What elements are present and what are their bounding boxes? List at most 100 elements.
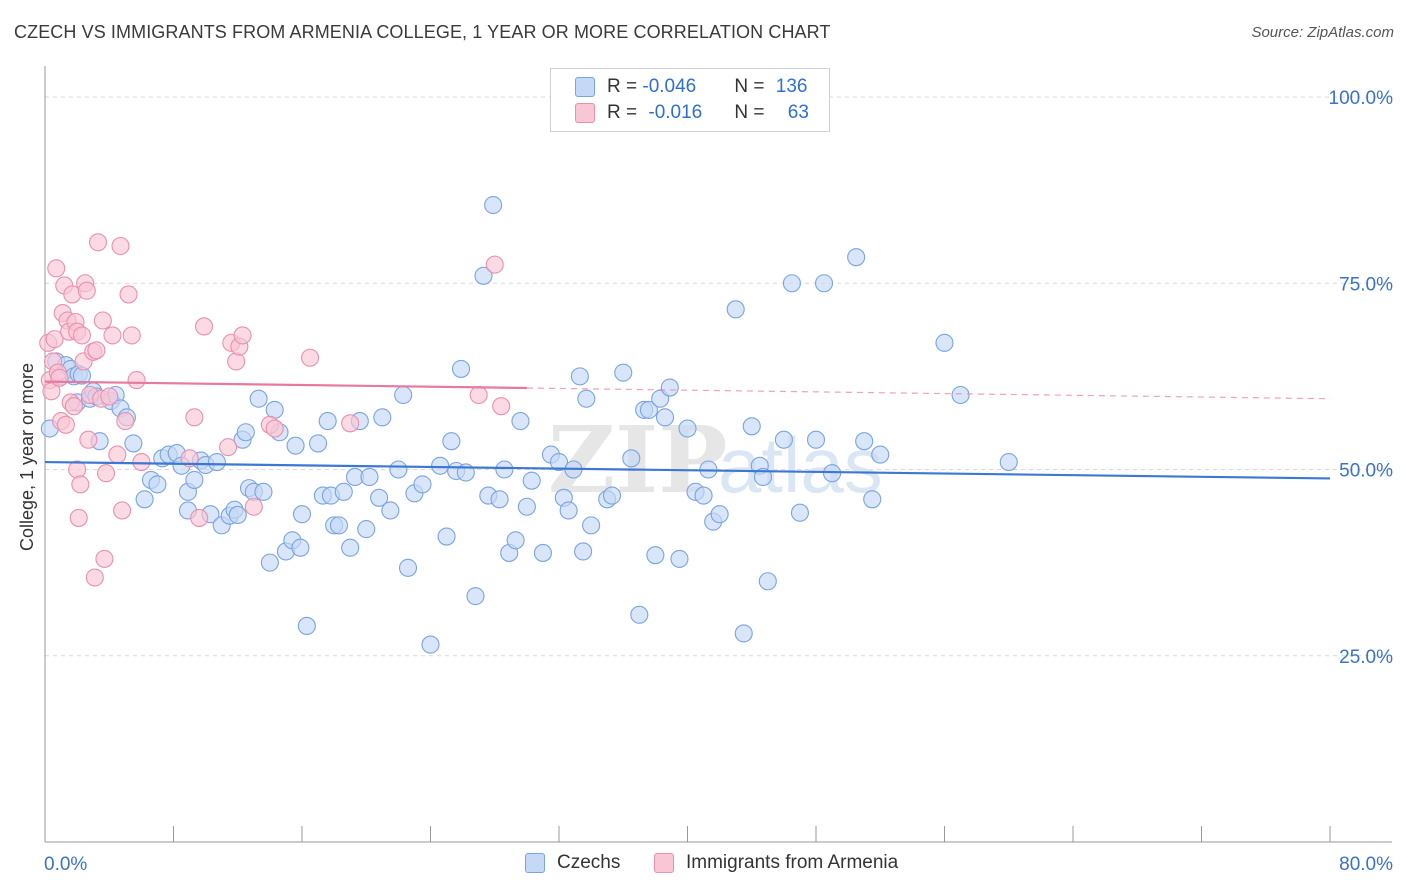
czech-point xyxy=(506,531,525,550)
trend-line-armenia xyxy=(44,380,527,390)
czech-point xyxy=(341,538,360,557)
legend-item-armenia: Immigrants from Armenia xyxy=(654,852,898,874)
armenia-point xyxy=(341,414,360,433)
y-tick-label: 100.0% xyxy=(1329,88,1394,109)
czech-point xyxy=(357,520,376,539)
armenia-point xyxy=(93,311,112,330)
czech-point xyxy=(863,490,882,509)
armenia-point xyxy=(227,352,246,371)
czech-point xyxy=(670,549,689,568)
czech-point xyxy=(228,505,247,524)
czech-point xyxy=(309,434,328,453)
czech-point xyxy=(148,475,167,494)
czech-point xyxy=(437,527,456,546)
armenia-point xyxy=(113,501,132,520)
legend-row-armenia: R = -0.016 N = 63 xyxy=(575,101,809,125)
czech-point xyxy=(249,389,268,408)
czech-point xyxy=(790,503,809,522)
armenia-point xyxy=(88,233,108,252)
czech-point xyxy=(421,635,440,654)
armenia-point xyxy=(233,326,252,345)
x-tick-label-max: 80.0% xyxy=(1339,854,1393,875)
czech-point xyxy=(236,423,255,442)
armenia-point xyxy=(95,549,114,568)
legend-item-czechs: Czechs xyxy=(525,852,620,874)
armenia-point xyxy=(180,449,199,468)
czech-point xyxy=(373,408,392,427)
r-value: -0.046 xyxy=(642,76,697,97)
armenia-point xyxy=(71,475,90,494)
czech-point xyxy=(413,475,432,494)
czech-point xyxy=(291,538,310,557)
czech-point xyxy=(286,436,305,455)
legend-row-czechs: R = -0.046 N = 136 xyxy=(575,75,807,99)
czech-point xyxy=(574,542,593,561)
armenia-point xyxy=(45,330,64,349)
armenia-point xyxy=(265,419,284,438)
czech-point xyxy=(855,432,874,451)
czech-point xyxy=(442,432,461,451)
n-label: N = xyxy=(734,102,770,123)
correlation-legend: R = -0.046 N = 136 R = -0.016 N = 63 xyxy=(550,68,830,132)
grid-lines xyxy=(45,96,1392,657)
czech-point xyxy=(124,434,143,453)
armenia-point xyxy=(64,397,83,416)
czech-point xyxy=(847,248,866,267)
armenia-point xyxy=(485,255,504,274)
czech-point xyxy=(370,488,389,507)
czech-point xyxy=(753,467,773,487)
czech-point xyxy=(549,452,569,472)
armenia-point xyxy=(300,348,320,367)
armenia-point xyxy=(132,452,151,472)
czech-point xyxy=(254,482,273,501)
czech-point xyxy=(622,449,641,468)
czech-point xyxy=(694,486,713,505)
source-label: Source: ZipAtlas.com xyxy=(1251,24,1394,41)
armenia-point xyxy=(85,568,104,587)
armenia-point xyxy=(100,387,119,406)
czech-point xyxy=(814,274,834,293)
czech-point xyxy=(646,546,665,565)
armenia-point xyxy=(96,464,116,483)
armenia-point xyxy=(119,285,138,304)
czech-point xyxy=(774,430,793,449)
y-axis-title: College, 1 year or more xyxy=(17,363,37,551)
czech-point xyxy=(466,587,485,606)
armenia-point xyxy=(185,408,204,427)
czech-point xyxy=(360,467,379,487)
armenia-point xyxy=(79,430,98,449)
armenia-point xyxy=(116,412,135,431)
czech-point xyxy=(660,378,679,397)
n-value: 136 xyxy=(775,76,808,97)
armenia-point xyxy=(50,368,69,387)
czech-point xyxy=(533,543,552,562)
czech-point xyxy=(577,389,596,408)
r-label: R = xyxy=(607,102,643,123)
czech-point xyxy=(630,605,649,624)
armenia-point xyxy=(492,397,511,416)
armenia-swatch xyxy=(575,103,595,123)
czech-point xyxy=(490,490,509,509)
czech-point xyxy=(511,412,530,431)
czech-point xyxy=(782,274,801,293)
czech-point xyxy=(381,501,400,520)
legend-label: Czechs xyxy=(557,852,621,873)
czech-point xyxy=(742,417,761,436)
czech-point xyxy=(522,471,541,490)
armenia-point xyxy=(47,259,66,278)
armenia-point xyxy=(469,385,488,405)
czech-point xyxy=(474,266,493,285)
czech-point xyxy=(318,412,337,431)
czech-point xyxy=(334,482,353,501)
czech-point xyxy=(614,363,633,382)
czech-point xyxy=(431,456,450,475)
czech-point xyxy=(207,452,226,472)
czech-point xyxy=(726,300,745,319)
r-value: -0.016 xyxy=(648,102,703,123)
czech-point xyxy=(639,400,659,419)
trend-line-armenia-dashed xyxy=(526,387,1331,400)
czech-point xyxy=(260,553,279,572)
armenia-point xyxy=(103,326,122,345)
czech-point xyxy=(806,430,826,449)
